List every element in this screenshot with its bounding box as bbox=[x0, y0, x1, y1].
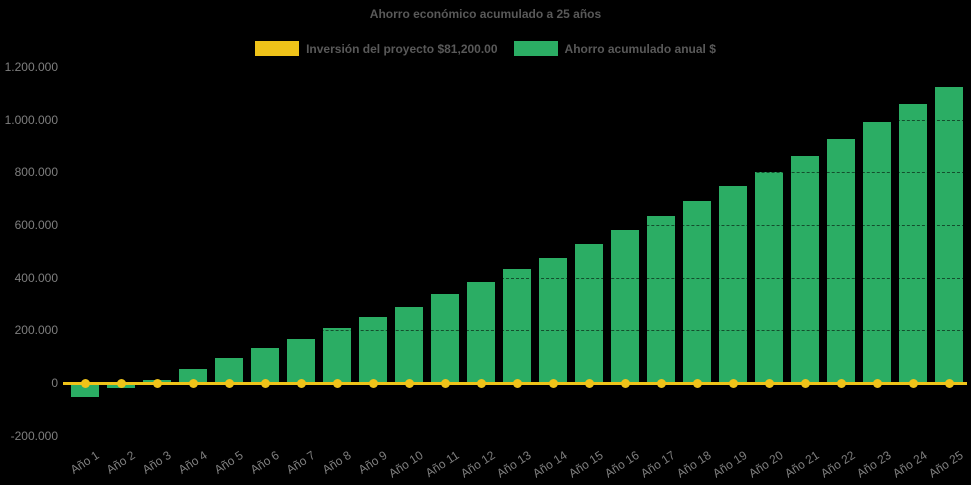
legend-label-savings: Ahorro acumulado anual $ bbox=[564, 41, 716, 56]
bar-año-13 bbox=[503, 268, 531, 383]
x-tick-label-año-17: Año 17 bbox=[638, 448, 678, 481]
y-tick-label: 200.000 bbox=[14, 323, 58, 338]
gridline bbox=[65, 119, 965, 121]
investment-marker-icon bbox=[152, 378, 162, 388]
investment-marker-icon bbox=[188, 378, 198, 388]
x-tick-label-año-14: Año 14 bbox=[530, 448, 570, 481]
x-tick-label-año-21: Año 21 bbox=[782, 448, 822, 481]
chart-title: Ahorro económico acumulado a 25 años bbox=[369, 7, 602, 21]
investment-swatch-icon bbox=[255, 41, 300, 56]
bar-año-16 bbox=[611, 230, 639, 383]
bar-año-11 bbox=[431, 293, 459, 383]
x-tick-label-año-25: Año 25 bbox=[926, 448, 966, 481]
bar-año-21 bbox=[791, 156, 819, 383]
investment-marker-icon bbox=[764, 378, 774, 388]
gridline bbox=[65, 277, 965, 279]
investment-marker-icon bbox=[692, 378, 702, 388]
investment-marker-icon bbox=[260, 378, 270, 388]
y-tick-label: -200.000 bbox=[10, 428, 58, 443]
legend-item-investment: Inversión del proyecto $81,200.00 bbox=[255, 41, 498, 56]
bar-año-18 bbox=[683, 201, 711, 383]
investment-marker-icon bbox=[620, 378, 630, 388]
bar-año-23 bbox=[863, 122, 891, 383]
x-tick-label-año-22: Año 22 bbox=[818, 448, 858, 481]
bar-año-25 bbox=[935, 87, 963, 383]
investment-marker-icon bbox=[872, 378, 882, 388]
plot-area: Año 1 Año 2 Año 3 Año 4 Año 5 Año 6 Año 7 Año 8… bbox=[63, 67, 967, 480]
x-tick-label-año-7: Año 7 bbox=[283, 448, 318, 477]
investment-marker-icon bbox=[116, 378, 126, 388]
x-tick-label-año-15: Año 15 bbox=[566, 448, 606, 481]
legend: Inversión del proyecto $81,200.00 Ahorro… bbox=[0, 41, 971, 56]
gridline bbox=[65, 172, 965, 174]
investment-marker-icon bbox=[944, 378, 954, 388]
investment-marker-icon bbox=[224, 378, 234, 388]
bar-año-10 bbox=[395, 306, 423, 383]
y-tick-label: 800.000 bbox=[14, 165, 58, 180]
investment-marker-icon bbox=[584, 378, 594, 388]
investment-marker-icon bbox=[80, 378, 90, 388]
investment-marker-icon bbox=[836, 378, 846, 388]
x-tick-label-año-23: Año 23 bbox=[854, 448, 894, 481]
investment-marker-icon bbox=[368, 378, 378, 388]
bar-año-14 bbox=[539, 257, 567, 383]
x-tick-label-año-11: Año 11 bbox=[422, 448, 462, 480]
investment-marker-icon bbox=[728, 378, 738, 388]
x-tick-label-año-10: Año 10 bbox=[386, 448, 426, 481]
x-tick-label-año-4: Año 4 bbox=[175, 448, 210, 477]
bar-año-17 bbox=[647, 216, 675, 383]
investment-marker-icon bbox=[296, 378, 306, 388]
gridline bbox=[65, 67, 965, 68]
gridline bbox=[65, 330, 965, 332]
x-tick-label-año-9: Año 9 bbox=[355, 448, 390, 477]
investment-marker-icon bbox=[548, 378, 558, 388]
x-tick-label-año-8: Año 8 bbox=[319, 448, 354, 477]
investment-marker-icon bbox=[332, 378, 342, 388]
bar-año-19 bbox=[719, 186, 747, 383]
bar-año-20 bbox=[755, 172, 783, 383]
investment-marker-icon bbox=[440, 378, 450, 388]
y-axis-labels: 1.200.000 1.000.000 800.000 600.000 400.000 2… bbox=[0, 0, 58, 485]
y-tick-label: 1.000.000 bbox=[4, 112, 58, 127]
bar-año-9 bbox=[359, 316, 387, 383]
investment-marker-icon bbox=[512, 378, 522, 388]
legend-label-investment: Inversión del proyecto $81,200.00 bbox=[306, 41, 498, 56]
x-tick-label-año-18: Año 18 bbox=[674, 448, 714, 481]
y-tick-label: 600.000 bbox=[14, 218, 58, 232]
x-tick-label-año-20: Año 20 bbox=[746, 448, 786, 481]
x-tick-label-año-24: Año 24 bbox=[890, 448, 930, 481]
x-tick-label-año-19: Año 19 bbox=[710, 448, 750, 481]
y-tick-label: 400.000 bbox=[14, 270, 58, 285]
investment-marker-icon bbox=[800, 378, 810, 388]
x-tick-label-año-2: Año 2 bbox=[103, 448, 138, 477]
gridline bbox=[65, 225, 965, 226]
legend-item-savings: Ahorro acumulado anual $ bbox=[513, 41, 716, 56]
investment-marker-icon bbox=[404, 378, 414, 388]
investment-marker-icon bbox=[476, 378, 486, 388]
y-tick-label: 1.200.000 bbox=[4, 60, 58, 74]
bar-año-7 bbox=[287, 339, 315, 383]
bar-año-4 bbox=[179, 369, 207, 383]
x-tick-label-año-13: Año 13 bbox=[494, 448, 534, 481]
x-tick-label-año-5: Año 5 bbox=[211, 448, 246, 477]
bar-año-15 bbox=[575, 243, 603, 383]
bar-año-8 bbox=[323, 327, 351, 383]
investment-marker-icon bbox=[908, 378, 918, 388]
x-tick-label-año-16: Año 16 bbox=[602, 448, 642, 481]
bar-año-12 bbox=[467, 281, 495, 383]
gridline bbox=[65, 435, 965, 437]
savings-swatch-icon bbox=[513, 41, 558, 56]
x-tick-label-año-3: Año 3 bbox=[139, 448, 174, 477]
investment-marker-icon bbox=[656, 378, 666, 388]
bar-año-24 bbox=[899, 104, 927, 383]
bar-año-22 bbox=[827, 139, 855, 383]
x-tick-label-año-12: Año 12 bbox=[458, 448, 498, 481]
bar-año-1 bbox=[71, 383, 99, 398]
x-tick-label-año-6: Año 6 bbox=[247, 448, 282, 477]
y-tick-label: 0 bbox=[51, 376, 58, 390]
bar-año-6 bbox=[251, 347, 279, 383]
x-tick-label-año-1: Año 1 bbox=[67, 448, 102, 477]
